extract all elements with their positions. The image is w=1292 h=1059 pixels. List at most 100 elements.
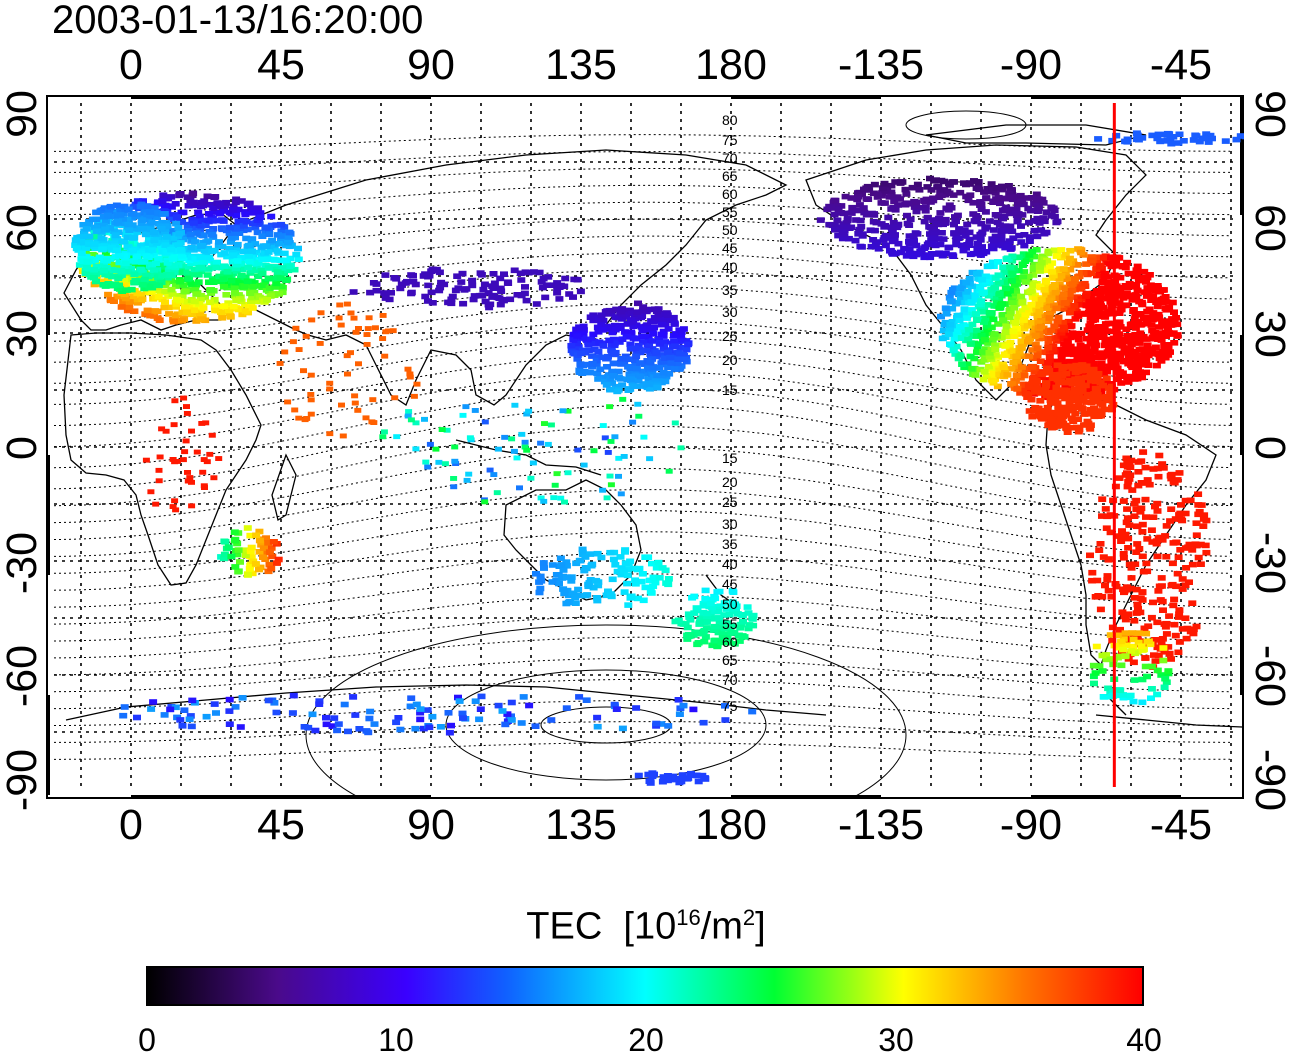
tec-observation bbox=[1008, 300, 1017, 306]
tec-observation bbox=[716, 624, 725, 630]
tec-observation bbox=[623, 334, 632, 340]
tec-observation bbox=[1195, 508, 1204, 515]
tec-observation bbox=[468, 277, 477, 284]
colorbar-unit-suffix: ] bbox=[755, 905, 766, 948]
tec-observation bbox=[191, 239, 200, 245]
tec-observation bbox=[404, 413, 412, 419]
tec-observation bbox=[562, 559, 571, 565]
tec-observation bbox=[684, 341, 693, 348]
tec-observation bbox=[937, 192, 946, 199]
tec-observation bbox=[601, 435, 609, 441]
tec-observation bbox=[166, 706, 175, 713]
tec-observation bbox=[622, 356, 631, 362]
tec-observation bbox=[1080, 280, 1089, 287]
tec-observation bbox=[196, 292, 205, 299]
tec-observation bbox=[578, 370, 587, 376]
tec-observation bbox=[1035, 220, 1044, 226]
tec-observation bbox=[1165, 613, 1174, 619]
tec-observation bbox=[679, 326, 688, 332]
tec-observation bbox=[285, 263, 294, 270]
tec-observation bbox=[1175, 470, 1184, 476]
tec-observation bbox=[581, 554, 590, 560]
tec-observation bbox=[381, 272, 390, 278]
tec-observation bbox=[1147, 322, 1156, 328]
tec-observation bbox=[1152, 297, 1161, 303]
tec-observation bbox=[1151, 344, 1160, 351]
tec-observation bbox=[184, 221, 193, 228]
tec-observation bbox=[154, 257, 163, 263]
tec-observation bbox=[669, 314, 678, 321]
tec-observation bbox=[833, 217, 842, 224]
tec-observation bbox=[1058, 372, 1067, 379]
colorbar-label: 0 bbox=[138, 1022, 156, 1058]
tec-observation bbox=[379, 313, 387, 318]
tec-observation bbox=[1086, 552, 1094, 559]
tec-observation bbox=[204, 211, 213, 217]
tec-observation bbox=[648, 338, 657, 344]
tec-observation bbox=[991, 346, 1000, 352]
tec-observation bbox=[481, 419, 489, 425]
tec-observation bbox=[648, 356, 657, 362]
tec-observation bbox=[645, 778, 654, 784]
tec-observation bbox=[175, 269, 184, 275]
tec-observation bbox=[1095, 264, 1104, 270]
tec-observation bbox=[435, 287, 444, 294]
tec-observation bbox=[646, 456, 654, 462]
tec-observation bbox=[958, 361, 967, 367]
tec-observation bbox=[637, 309, 646, 315]
tec-observation bbox=[477, 272, 486, 278]
tec-observation bbox=[1175, 512, 1184, 518]
tec-observation bbox=[976, 237, 985, 243]
tec-observation bbox=[1147, 297, 1156, 303]
tec-observation bbox=[1132, 371, 1140, 377]
tec-observation bbox=[1098, 652, 1107, 659]
tec-observation bbox=[281, 349, 289, 355]
tec-observation bbox=[641, 584, 650, 591]
tec-observation bbox=[187, 311, 196, 318]
tec-observation bbox=[124, 269, 133, 275]
tec-observation bbox=[1124, 270, 1133, 277]
tec-observation bbox=[893, 224, 902, 231]
tec-observation bbox=[617, 565, 626, 571]
contour-label: 25 bbox=[722, 328, 738, 344]
tec-observation bbox=[1025, 219, 1033, 226]
tec-observation bbox=[248, 210, 257, 216]
tec-observation bbox=[1069, 351, 1078, 358]
tec-observation bbox=[642, 308, 651, 315]
tec-observation bbox=[1119, 692, 1127, 698]
lon-tick-bottom: 135 bbox=[545, 801, 617, 849]
tec-observation bbox=[610, 701, 619, 708]
tec-observation bbox=[1162, 333, 1170, 339]
tec-observation bbox=[1158, 299, 1167, 306]
tec-observation bbox=[964, 336, 973, 343]
tec-observation bbox=[1181, 615, 1190, 621]
tec-observation bbox=[945, 295, 954, 301]
tec-observation bbox=[119, 712, 128, 719]
tec-observation bbox=[280, 270, 288, 277]
tec-observation bbox=[459, 412, 467, 418]
tec-observation bbox=[975, 186, 984, 193]
tec-observation bbox=[1153, 508, 1162, 514]
tec-observation bbox=[1132, 136, 1141, 143]
tec-observation bbox=[945, 326, 954, 332]
tec-observation bbox=[1112, 327, 1121, 333]
tec-observation bbox=[1178, 576, 1187, 582]
tec-observation bbox=[1002, 324, 1011, 330]
tec-observation bbox=[503, 711, 512, 717]
tec-observation bbox=[1060, 364, 1069, 370]
lat-tick-left: -60 bbox=[0, 644, 46, 708]
tec-observation bbox=[960, 327, 969, 333]
tec-observation bbox=[589, 584, 598, 591]
tec-observation bbox=[921, 208, 930, 214]
tec-observation bbox=[1174, 140, 1183, 146]
tec-observation bbox=[1126, 692, 1135, 699]
tec-observation bbox=[1173, 321, 1182, 328]
tec-observation bbox=[608, 368, 617, 375]
tec-observation bbox=[941, 305, 950, 311]
tec-observation bbox=[246, 548, 255, 555]
tec-observation bbox=[142, 272, 151, 278]
tec-observation bbox=[676, 344, 685, 351]
tec-observation bbox=[1155, 583, 1164, 590]
tec-observation bbox=[653, 372, 662, 379]
tec-observation bbox=[662, 317, 671, 323]
